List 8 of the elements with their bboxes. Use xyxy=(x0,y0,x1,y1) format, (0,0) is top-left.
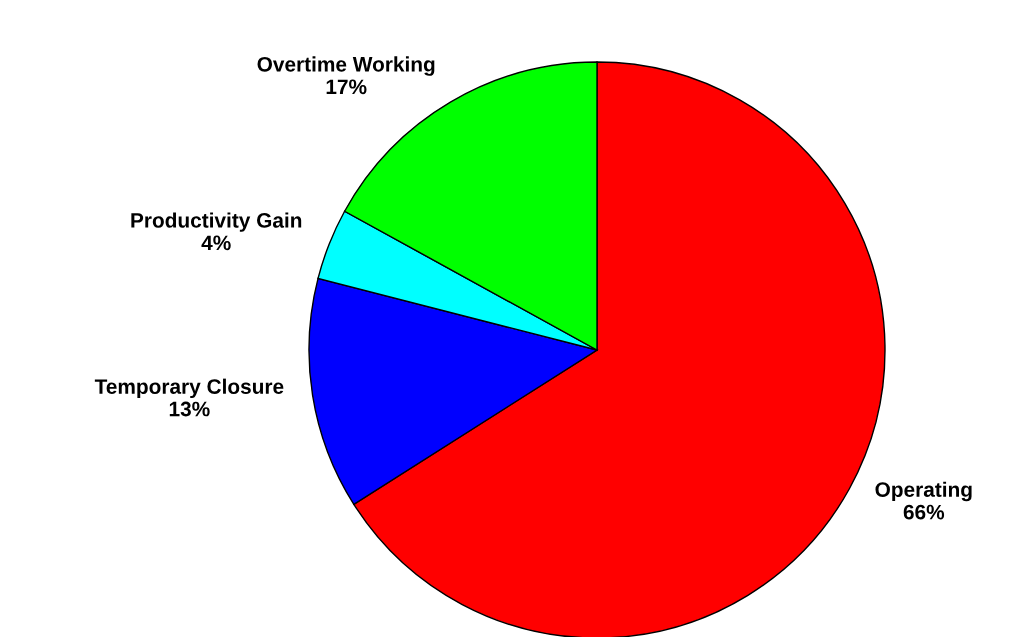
slice-label: Overtime Working xyxy=(257,56,435,76)
data-label: 66% xyxy=(903,504,945,520)
data-label: 13% xyxy=(169,401,210,417)
data-label: 4% xyxy=(201,235,231,251)
slice-label: Productivity Gain xyxy=(131,212,302,232)
data-label: 17% xyxy=(326,79,367,95)
slice-label: Operating xyxy=(875,481,972,502)
slice-label: Temporary Closure xyxy=(94,378,284,399)
